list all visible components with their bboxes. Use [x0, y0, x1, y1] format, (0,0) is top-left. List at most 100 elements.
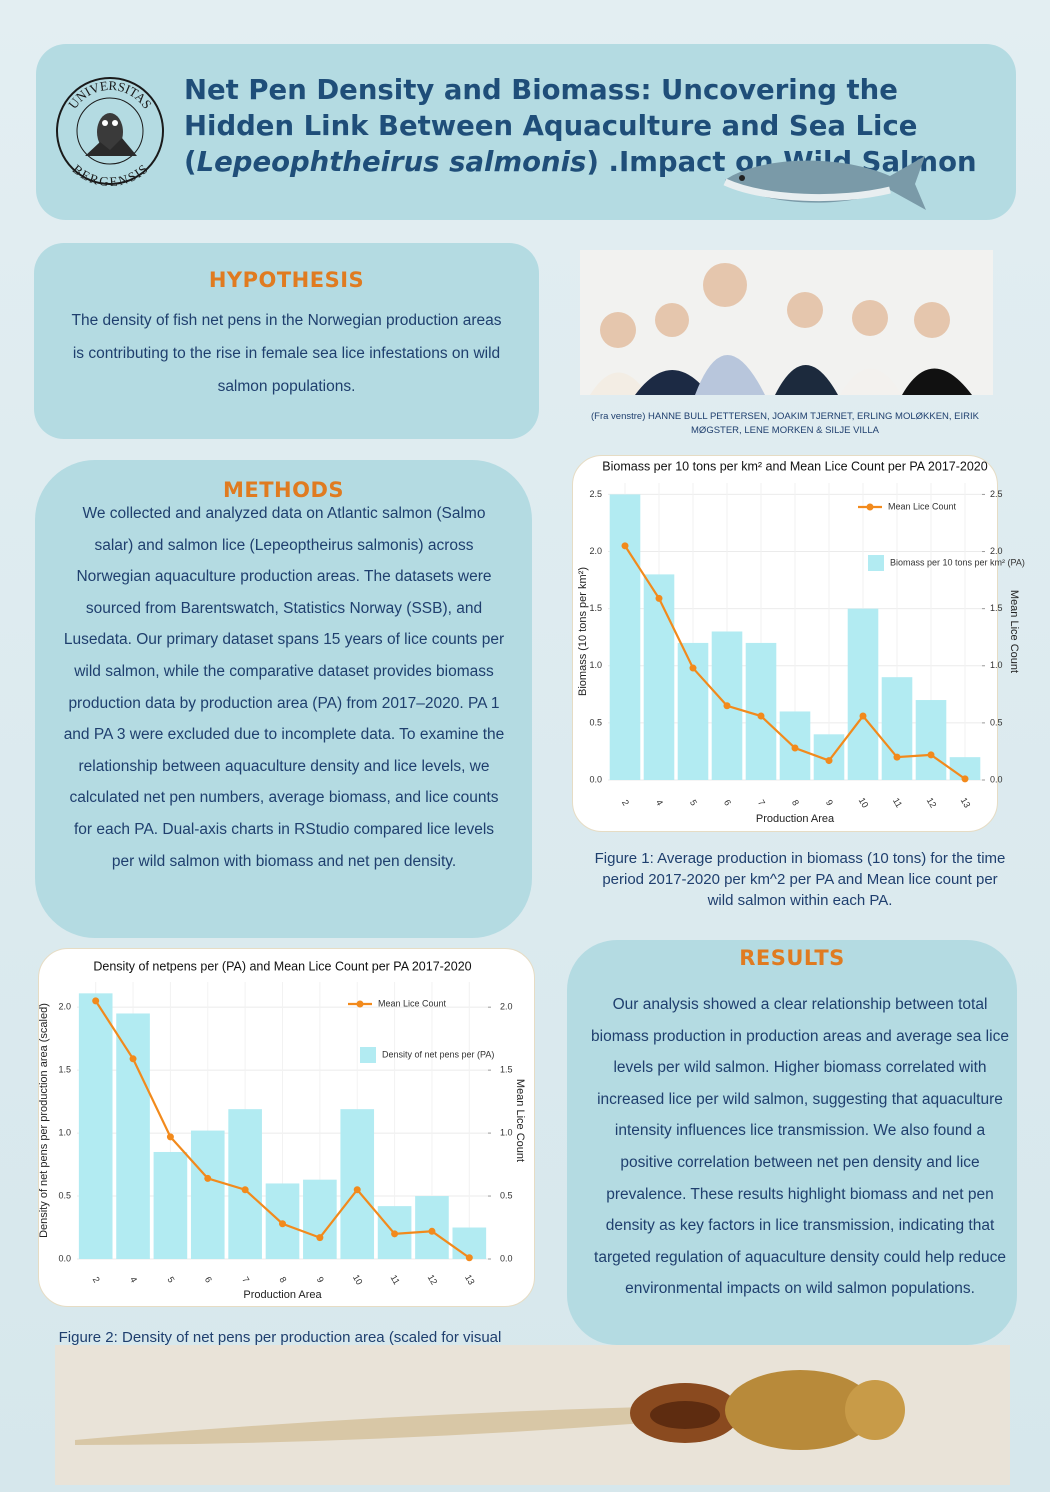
y-tick-label: 0.0 [58, 1253, 71, 1263]
y2-tick-label: 0.5 [990, 717, 1003, 727]
bar [745, 642, 777, 780]
y2-tick-label: 2.5 [990, 489, 1003, 499]
y2-axis-title: Mean Lice Count [1008, 590, 1020, 673]
line-point [927, 751, 935, 759]
line-point [241, 1186, 249, 1194]
logo-text-bottom: BERGENSIS [70, 161, 150, 186]
line-point [353, 1186, 361, 1194]
y2-tick-label: 1.5 [500, 1065, 513, 1075]
bar [190, 1130, 225, 1259]
section-text: We collected and analyzed data on Atlant… [63, 505, 505, 870]
bar [116, 1013, 150, 1259]
legend-swatch [360, 1047, 376, 1063]
y2-tick-label: 2.0 [500, 1002, 513, 1012]
x-tick-label: 8 [790, 798, 801, 807]
y2-tick-label: 0.0 [990, 774, 1003, 784]
line-point [621, 542, 629, 550]
line-point [391, 1230, 399, 1238]
y2-tick-label: 0.5 [500, 1190, 513, 1200]
line-point [428, 1227, 436, 1235]
legend-label: Density of net pens per (PA) [382, 1049, 494, 1059]
line-point [825, 757, 833, 765]
bar [153, 1151, 188, 1259]
legend-label: Mean Lice Count [378, 998, 447, 1008]
line-point [893, 753, 901, 761]
x-axis-title: Production Area [243, 1289, 322, 1301]
bar [915, 700, 947, 780]
title-species: Lepeophtheirus salmonis [196, 146, 587, 178]
bar [643, 574, 675, 780]
section-text: The density of fish net pens in the Norw… [71, 312, 502, 395]
results-box [567, 940, 1017, 1345]
y-tick-label: 1.5 [589, 603, 602, 613]
x-tick-label: 5 [688, 798, 699, 807]
bar [609, 494, 641, 780]
x-tick-label: 11 [388, 1273, 401, 1286]
line-point [92, 997, 100, 1005]
chart: Biomass per 10 tons per km² and Mean Lic… [577, 459, 1025, 825]
chart: Density of netpens per (PA) and Mean Lic… [38, 959, 526, 1301]
bar [452, 1227, 487, 1259]
line-point [723, 702, 731, 710]
hypothesis-box [34, 243, 539, 439]
y2-tick-label: 1.0 [990, 660, 1003, 670]
team-caption: (Fra venstre) HANNE BULL PETTERSEN, JOAK… [591, 411, 979, 436]
legend-point [866, 503, 874, 511]
y2-tick-label: 2.0 [990, 546, 1003, 556]
x-tick-label: 11 [891, 796, 904, 809]
x-tick-label: 10 [857, 796, 871, 810]
y-tick-label: 0.5 [58, 1190, 71, 1200]
section-heading: METHODS [222, 478, 345, 502]
x-tick-label: 4 [128, 1275, 139, 1284]
y-tick-label: 2.5 [589, 489, 602, 499]
x-tick-label: 10 [351, 1273, 365, 1287]
line-point [757, 712, 765, 720]
x-tick-label: 12 [426, 1273, 440, 1287]
y-tick-label: 1.5 [58, 1065, 71, 1075]
bar [881, 677, 913, 780]
legend-point [356, 1000, 364, 1008]
x-axis-title: Production Area [756, 813, 835, 825]
line-point [166, 1133, 174, 1141]
x-tick-label: 7 [240, 1275, 251, 1284]
y-tick-label: 1.0 [589, 660, 602, 670]
y-tick-label: 0.0 [589, 774, 602, 784]
y-tick-label: 2.0 [58, 1002, 71, 1012]
y2-tick-label: 1.5 [990, 603, 1003, 613]
x-tick-label: 2 [620, 798, 631, 807]
x-tick-label: 9 [824, 798, 835, 807]
line-point [204, 1174, 212, 1182]
x-tick-label: 2 [91, 1275, 102, 1284]
chart-title: Density of netpens per (PA) and Mean Lic… [93, 959, 471, 973]
bar [228, 1109, 262, 1259]
line-point [279, 1220, 286, 1228]
y2-axis-title: Mean Lice Count [514, 1079, 526, 1162]
y2-tick-label: 0.0 [500, 1253, 513, 1263]
team-photo [580, 250, 993, 395]
chart-title: Biomass per 10 tons per km² and Mean Lic… [602, 459, 987, 473]
methods-box [35, 460, 532, 938]
bar [340, 1109, 375, 1259]
x-tick-label: 8 [277, 1275, 288, 1284]
fish-image [723, 156, 926, 210]
x-tick-label: 9 [315, 1275, 326, 1284]
figure-caption: Figure 1: Average production in biomass … [594, 850, 1006, 909]
y-axis-title: Biomass (10 tons per km²) [577, 567, 589, 696]
title: Net Pen Density and Biomass: Uncovering … [184, 72, 984, 180]
x-tick-label: 12 [925, 796, 939, 810]
line-point [961, 775, 969, 783]
y-tick-label: 2.0 [589, 546, 602, 556]
y-axis-title: Density of net pens per production area … [38, 1003, 50, 1238]
x-tick-label: 13 [463, 1273, 477, 1287]
x-tick-label: 7 [756, 798, 767, 807]
logo-text: BERGENSIS [70, 161, 150, 186]
bar [303, 1179, 337, 1259]
x-tick-label: 6 [203, 1275, 214, 1284]
section-heading: HYPOTHESIS [208, 268, 365, 292]
legend-label: Biomass per 10 tons per km² (PA) [890, 557, 1025, 567]
bar [78, 993, 113, 1259]
line-point [655, 594, 663, 602]
section-heading: RESULTS [739, 946, 845, 970]
x-tick-label: 6 [722, 798, 733, 807]
